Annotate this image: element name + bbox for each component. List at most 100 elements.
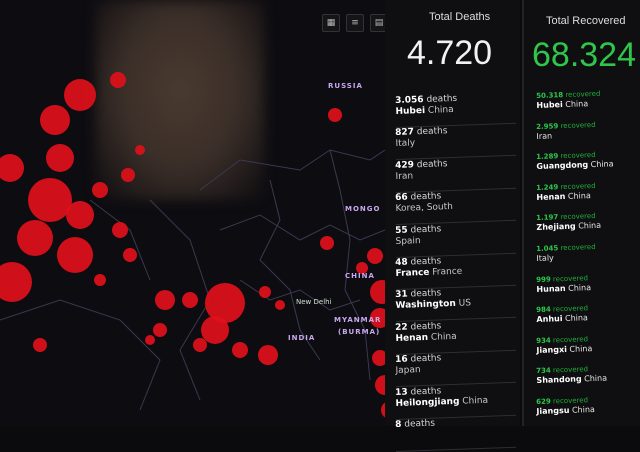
count: 16 bbox=[395, 355, 408, 365]
count: 429 bbox=[395, 160, 414, 171]
count: 1.045 bbox=[536, 244, 558, 253]
case-marker[interactable] bbox=[320, 236, 334, 250]
case-marker[interactable] bbox=[193, 338, 207, 352]
count: 3.056 bbox=[395, 95, 424, 106]
list-item[interactable]: 2.959 recovered Iran bbox=[536, 119, 637, 151]
list-item[interactable]: 1.045 recovered Italy bbox=[536, 242, 637, 274]
case-marker[interactable] bbox=[155, 290, 175, 310]
list-item[interactable]: 16 deaths Japan bbox=[395, 351, 516, 387]
place-line: Anhui China bbox=[536, 312, 636, 325]
list-item[interactable]: 429 deaths Iran bbox=[395, 157, 516, 193]
list-item[interactable]: 734 recovered Shandong China bbox=[536, 364, 637, 396]
case-marker[interactable] bbox=[258, 345, 278, 365]
region: Anhui bbox=[536, 314, 562, 324]
place-line: Hubei China bbox=[536, 98, 636, 111]
country: US bbox=[459, 299, 472, 309]
map-canvas[interactable] bbox=[0, 0, 385, 426]
case-marker[interactable] bbox=[110, 72, 126, 88]
unit: deaths bbox=[410, 256, 441, 267]
region: Hubei bbox=[536, 100, 563, 110]
case-marker[interactable] bbox=[28, 178, 72, 222]
case-marker[interactable] bbox=[40, 105, 70, 135]
unit: recovered bbox=[565, 90, 600, 99]
count: 629 bbox=[536, 397, 551, 406]
count: 48 bbox=[395, 258, 408, 268]
country: Iran bbox=[395, 171, 413, 182]
count: 734 bbox=[536, 367, 551, 376]
case-marker[interactable] bbox=[66, 201, 94, 229]
case-marker[interactable] bbox=[121, 168, 135, 182]
case-marker[interactable] bbox=[94, 274, 106, 286]
case-marker[interactable] bbox=[123, 248, 137, 262]
grid-icon[interactable]: ▦ bbox=[322, 14, 340, 32]
count: 13 bbox=[395, 387, 408, 397]
list-item[interactable]: 999 recovered Hunan China bbox=[536, 272, 637, 304]
list-item[interactable]: 13 deaths Heilongjiang China bbox=[395, 383, 516, 419]
case-marker[interactable] bbox=[367, 248, 383, 264]
list-item[interactable]: 934 recovered Jiangxi China bbox=[536, 333, 637, 365]
case-marker[interactable] bbox=[145, 335, 155, 345]
case-marker[interactable] bbox=[112, 222, 128, 238]
place-line: Zhejiang China bbox=[536, 220, 636, 233]
country: China bbox=[578, 221, 601, 231]
count: 999 bbox=[536, 275, 551, 284]
list-item[interactable]: 1.249 recovered Henan China bbox=[536, 180, 637, 212]
map-label-burma: (BURMA) bbox=[338, 328, 380, 336]
count: 22 bbox=[395, 322, 408, 332]
region: Shandong bbox=[536, 375, 581, 386]
list-item[interactable]: 66 deaths Korea, South bbox=[395, 189, 516, 225]
place-line: Washington US bbox=[395, 297, 515, 312]
case-marker[interactable] bbox=[372, 350, 385, 366]
country: China bbox=[572, 405, 595, 415]
count: 984 bbox=[536, 306, 551, 315]
case-marker[interactable] bbox=[370, 280, 385, 304]
region: Hunan bbox=[536, 284, 565, 294]
list-item[interactable]: 1.289 recovered Guangdong China bbox=[536, 150, 637, 182]
list-item[interactable]: 50.318 recovered Hubei China bbox=[536, 89, 637, 121]
list-item[interactable]: 629 recovered Jiangsu China bbox=[536, 395, 637, 427]
case-marker[interactable] bbox=[46, 144, 74, 172]
list-item[interactable]: 3.056 deaths Hubei China bbox=[395, 92, 516, 128]
list-item[interactable]: 48 deaths France France bbox=[395, 254, 516, 290]
unit: deaths bbox=[410, 192, 441, 203]
place-line: Guangdong China bbox=[536, 159, 636, 172]
case-marker[interactable] bbox=[17, 220, 53, 256]
region: Jiangxi bbox=[536, 345, 567, 355]
case-marker[interactable] bbox=[201, 316, 229, 344]
case-marker[interactable] bbox=[0, 154, 24, 182]
list-item[interactable]: 31 deaths Washington US bbox=[395, 286, 516, 322]
case-marker[interactable] bbox=[64, 79, 96, 111]
unit: deaths bbox=[410, 386, 441, 397]
unit: recovered bbox=[560, 121, 595, 130]
case-marker[interactable] bbox=[33, 338, 47, 352]
list-item[interactable]: 55 deaths Spain bbox=[395, 221, 516, 257]
case-marker[interactable] bbox=[232, 342, 248, 358]
unit: recovered bbox=[560, 182, 595, 191]
list-item[interactable]: 984 recovered Anhui China bbox=[536, 303, 637, 335]
list-item[interactable]: 8 deaths bbox=[395, 416, 516, 452]
list-item[interactable]: 1.197 recovered Zhejiang China bbox=[536, 211, 637, 243]
case-marker[interactable] bbox=[275, 300, 285, 310]
list-item[interactable]: 827 deaths Italy bbox=[395, 124, 516, 160]
country: Italy bbox=[395, 139, 415, 150]
case-marker[interactable] bbox=[328, 108, 342, 122]
case-marker[interactable] bbox=[259, 286, 271, 298]
case-marker[interactable] bbox=[182, 292, 198, 308]
case-marker[interactable] bbox=[153, 323, 167, 337]
unit: deaths bbox=[410, 354, 441, 365]
country: China bbox=[565, 99, 588, 109]
country: China bbox=[568, 191, 591, 201]
list-item[interactable]: 22 deaths Henan China bbox=[395, 319, 516, 355]
case-marker[interactable] bbox=[92, 182, 108, 198]
country: Italy bbox=[536, 253, 554, 263]
list-icon[interactable]: ≡ bbox=[346, 14, 364, 32]
case-marker[interactable] bbox=[135, 145, 145, 155]
place-line: Italy bbox=[395, 135, 515, 150]
country: Korea, South bbox=[395, 202, 453, 214]
world-map[interactable]: RUSSIA MONGO CHINA INDIA MYANMAR (BURMA)… bbox=[0, 0, 385, 426]
map-toolbar: ▦ ≡ ▤ bbox=[322, 14, 388, 32]
place-line: Jiangsu China bbox=[536, 404, 636, 417]
case-marker[interactable] bbox=[375, 375, 385, 395]
case-marker[interactable] bbox=[57, 237, 93, 273]
case-marker[interactable] bbox=[0, 262, 32, 302]
